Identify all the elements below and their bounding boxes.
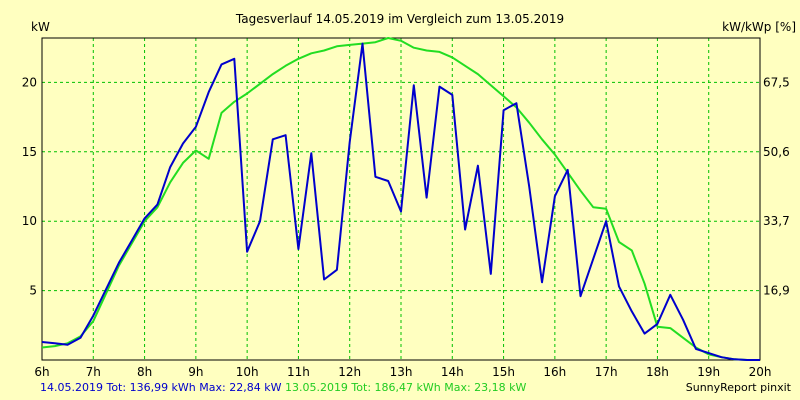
x-tick-label: 19h — [697, 365, 720, 379]
x-tick-label: 11h — [287, 365, 310, 379]
x-tick-label: 15h — [492, 365, 515, 379]
series-line-1 — [41, 42, 760, 361]
series-line-2 — [41, 37, 760, 361]
x-tick-label: 18h — [646, 365, 669, 379]
y-tick-label-right: 33,7 — [763, 214, 790, 228]
plot-frame — [41, 37, 761, 361]
x-tick-label: 8h — [137, 365, 152, 379]
tick-labels: 6h 7h 8h 9h 10h 11h 12h 13h 14h 15h 16h 17h 18h 19h 20… — [22, 75, 790, 379]
y-axis-label-left: kW — [31, 20, 50, 34]
y-tick-label-right: 50,6 — [763, 145, 790, 159]
x-tick-label: 17h — [595, 365, 618, 379]
chart-title: Tagesverlauf 14.05.2019 im Vergleich zum… — [235, 12, 564, 26]
y-tick-label-left: 15 — [22, 145, 37, 159]
series-lines — [41, 37, 760, 361]
x-tick-label: 6h — [34, 365, 49, 379]
y-tick-label-left: 5 — [29, 284, 37, 298]
x-tick-label: 14h — [441, 365, 464, 379]
x-tick-label: 13h — [390, 365, 413, 379]
x-tick-label: 9h — [188, 365, 203, 379]
y-tick-label-left: 20 — [22, 75, 37, 89]
x-tick-label: 10h — [236, 365, 259, 379]
y-tick-label-right: 67,5 — [763, 75, 790, 89]
plot-border — [41, 37, 761, 361]
brand-label: SunnyReport pinxit — [685, 381, 791, 394]
y-axis-label-right: kW/kWp [%] — [722, 20, 796, 34]
y-tick-label-right: 16,9 — [763, 284, 790, 298]
y-tick-label-left: 10 — [22, 214, 37, 228]
series2-summary: 13.05.2019 Tot: 186,47 kWh Max: 23,18 kW — [284, 381, 527, 394]
footer-summary: 14.05.2019 Tot: 136,99 kWh Max: 22,84 kW… — [40, 381, 526, 394]
x-tick-label: 7h — [86, 365, 101, 379]
x-tick-label: 12h — [338, 365, 361, 379]
series1-summary: 14.05.2019 Tot: 136,99 kWh Max: 22,84 kW — [40, 381, 282, 394]
x-tick-label: 20h — [749, 365, 772, 379]
x-tick-label: 16h — [543, 365, 566, 379]
